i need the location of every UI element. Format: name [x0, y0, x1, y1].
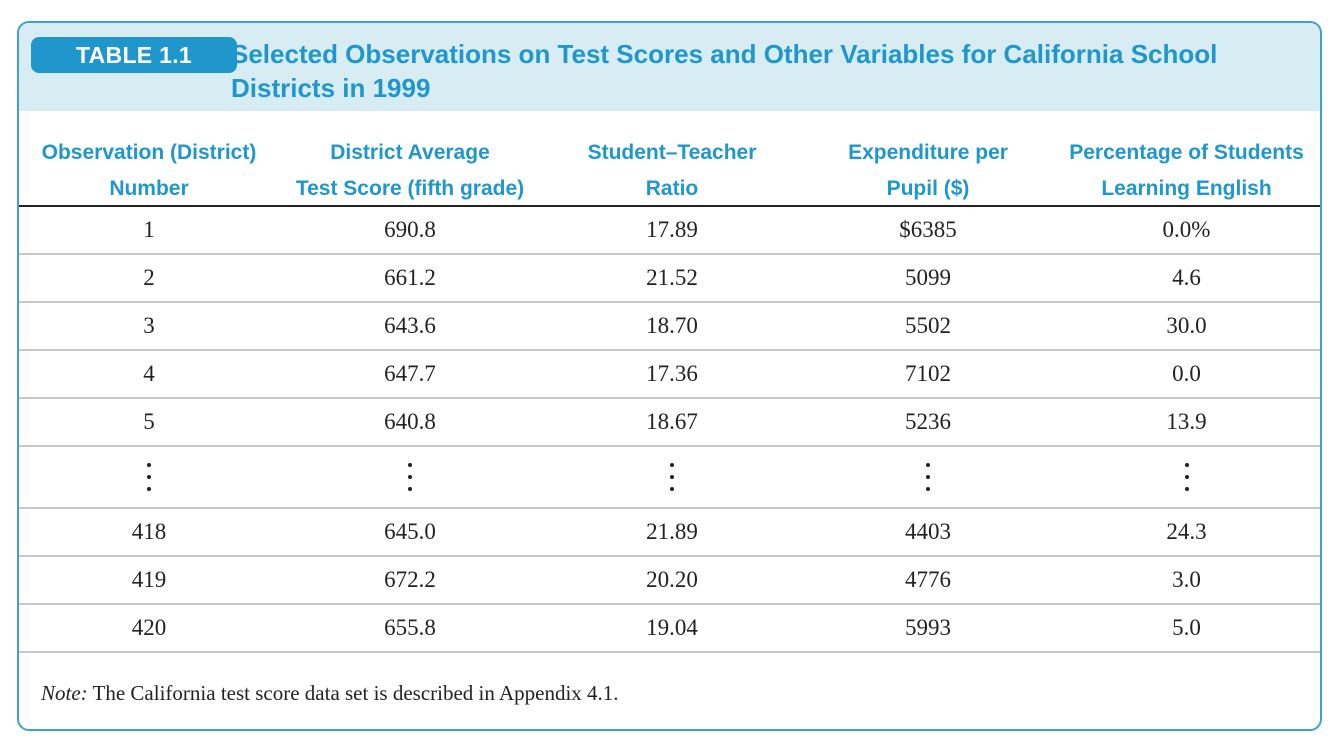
table-row: 2 661.2 21.52 5099 4.6	[19, 255, 1320, 303]
cell-observation: 419	[131, 567, 167, 592]
cell-observation: 3	[143, 313, 155, 338]
cell-ratio: 17.36	[646, 361, 698, 386]
cell-test-score: 655.8	[384, 615, 436, 640]
cell-ratio: 17.89	[646, 217, 698, 242]
cell-observation: 420	[131, 615, 167, 640]
cell-expenditure: 4403	[905, 519, 951, 544]
cell-test-score: 672.2	[384, 567, 436, 592]
cell-expenditure: 5236	[905, 409, 951, 434]
table-badge: TABLE 1.1	[31, 37, 237, 73]
column-header-observation: Observation (District) Number	[41, 141, 257, 200]
cell-ratio: 21.52	[646, 265, 698, 290]
cell-test-score: 645.0	[384, 519, 436, 544]
header-rule	[19, 205, 1320, 207]
table-row: 419 672.2 20.20 4776 3.0	[19, 557, 1320, 605]
table-frame: TABLE 1.1 Selected Observations on Test …	[17, 21, 1322, 731]
cell-ratio: 20.20	[646, 567, 698, 592]
cell-test-score: 661.2	[384, 265, 436, 290]
cell-english-pct: 0.0	[1172, 361, 1201, 386]
cell-observation: 5	[143, 409, 155, 434]
cell-observation: 1	[143, 217, 155, 242]
cell-observation: 2	[143, 265, 155, 290]
table-note: Note: The California test score data set…	[41, 681, 619, 706]
cell-expenditure: 5502	[905, 313, 951, 338]
vertical-ellipsis-icon	[803, 455, 1053, 491]
cell-expenditure: $6385	[899, 217, 957, 242]
column-headers: Observation (District) Number District Av…	[19, 135, 1320, 205]
cell-observation: 4	[143, 361, 155, 386]
cell-english-pct: 0.0%	[1162, 217, 1211, 242]
cell-english-pct: 5.0	[1172, 615, 1201, 640]
vertical-ellipsis-icon	[541, 455, 803, 491]
title-line-1: Selected Observations on Test Scores and…	[231, 39, 1218, 69]
note-text: The California test score data set is de…	[87, 681, 619, 705]
cell-observation: 418	[131, 519, 167, 544]
table-row: 4 647.7 17.36 7102 0.0	[19, 351, 1320, 399]
cell-ratio: 21.89	[646, 519, 698, 544]
table-row: 3 643.6 18.70 5502 30.0	[19, 303, 1320, 351]
vertical-ellipsis-icon	[279, 455, 541, 491]
cell-test-score: 690.8	[384, 217, 436, 242]
ellipsis-row	[19, 447, 1320, 509]
cell-english-pct: 13.9	[1166, 409, 1207, 434]
column-header-student-teacher-ratio: Student–Teacher Ratio	[587, 141, 757, 200]
vertical-ellipsis-icon	[19, 455, 279, 491]
table-row: 418 645.0 21.89 4403 24.3	[19, 509, 1320, 557]
vertical-ellipsis-icon	[1053, 455, 1320, 491]
cell-ratio: 18.70	[646, 313, 698, 338]
table-row: 420 655.8 19.04 5993 5.0	[19, 605, 1320, 653]
column-header-english-learners: Percentage of Students Learning English	[1069, 141, 1304, 200]
column-header-test-score: District Average Test Score (fifth grade)	[295, 141, 525, 200]
table-header: TABLE 1.1 Selected Observations on Test …	[19, 23, 1320, 111]
cell-ratio: 18.67	[646, 409, 698, 434]
cell-ratio: 19.04	[646, 615, 698, 640]
cell-expenditure: 7102	[905, 361, 951, 386]
table-title: Selected Observations on Test Scores and…	[231, 37, 1271, 105]
title-line-2: Districts in 1999	[231, 73, 431, 103]
cell-english-pct: 3.0	[1172, 567, 1201, 592]
column-header-expenditure: Expenditure per Pupil ($)	[848, 141, 1008, 200]
cell-expenditure: 5099	[905, 265, 951, 290]
table-row: 5 640.8 18.67 5236 13.9	[19, 399, 1320, 447]
cell-english-pct: 24.3	[1166, 519, 1207, 544]
table-row: 1 690.8 17.89 $6385 0.0%	[19, 207, 1320, 255]
cell-test-score: 640.8	[384, 409, 436, 434]
cell-test-score: 647.7	[384, 361, 436, 386]
cell-test-score: 643.6	[384, 313, 436, 338]
cell-expenditure: 5993	[905, 615, 951, 640]
cell-english-pct: 30.0	[1166, 313, 1207, 338]
note-label: Note:	[41, 681, 88, 705]
cell-english-pct: 4.6	[1172, 265, 1201, 290]
cell-expenditure: 4776	[905, 567, 951, 592]
